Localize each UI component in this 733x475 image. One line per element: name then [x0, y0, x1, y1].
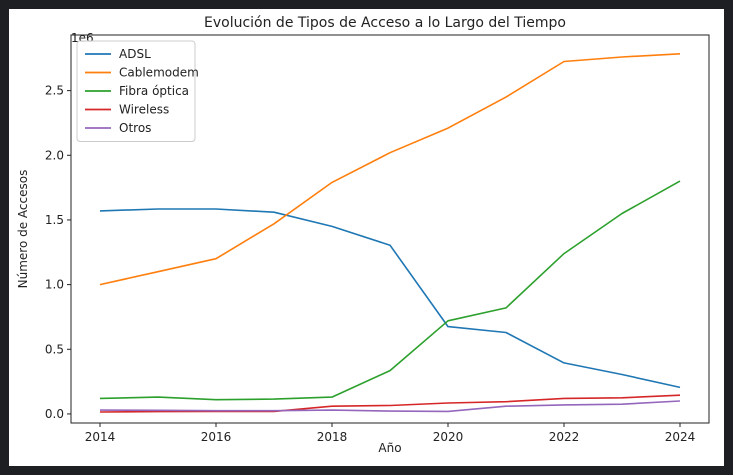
series-line-cablemodem: [99, 53, 681, 286]
x-tick-label: 2014: [85, 430, 116, 444]
y-tick-label: 2.0: [45, 148, 64, 162]
x-tick-label: 2018: [317, 430, 348, 444]
x-axis-ticks: 2014 2016 2018 2020 2022 2024: [85, 423, 696, 444]
y-axis-label: Número de Accesos: [16, 170, 30, 289]
legend-label: Wireless: [119, 103, 169, 117]
x-tick-label: 2016: [201, 430, 232, 444]
series-line-adsl: [99, 208, 681, 389]
x-tick-label: 2024: [665, 430, 696, 444]
legend-label: Otros: [119, 121, 151, 135]
y-axis-ticks: 0.0 0.5 1.0 1.5 2.0 2.5: [45, 84, 71, 421]
y-tick-label: 0.5: [45, 342, 64, 356]
x-axis-label: Año: [378, 441, 401, 455]
legend: ADSL Cablemodem Fibra óptica Wireless Otros: [76, 40, 199, 142]
y-tick-label: 1.0: [45, 278, 64, 292]
legend-label: Cablemodem: [119, 66, 199, 80]
line-chart: Evolución de Tipos de Acceso a lo Largo …: [16, 15, 710, 455]
series-line-otros: [99, 400, 681, 413]
series-line-wireless: [99, 394, 681, 413]
chart-figure: Evolución de Tipos de Acceso a lo Largo …: [9, 9, 724, 466]
y-tick-label: 2.5: [45, 84, 64, 98]
x-tick-label: 2022: [549, 430, 580, 444]
plot-frame: [70, 34, 710, 424]
chart-title: Evolución de Tipos de Acceso a lo Largo …: [204, 15, 566, 31]
legend-box: [76, 40, 196, 142]
x-tick-label: 2020: [433, 430, 464, 444]
series-lines: [99, 53, 681, 413]
legend-label: ADSL: [119, 47, 151, 61]
y-tick-label: 0.0: [45, 407, 64, 421]
y-tick-label: 1.5: [45, 213, 64, 227]
legend-label: Fibra óptica: [119, 84, 189, 98]
series-line-fibra-óptica: [99, 180, 681, 401]
